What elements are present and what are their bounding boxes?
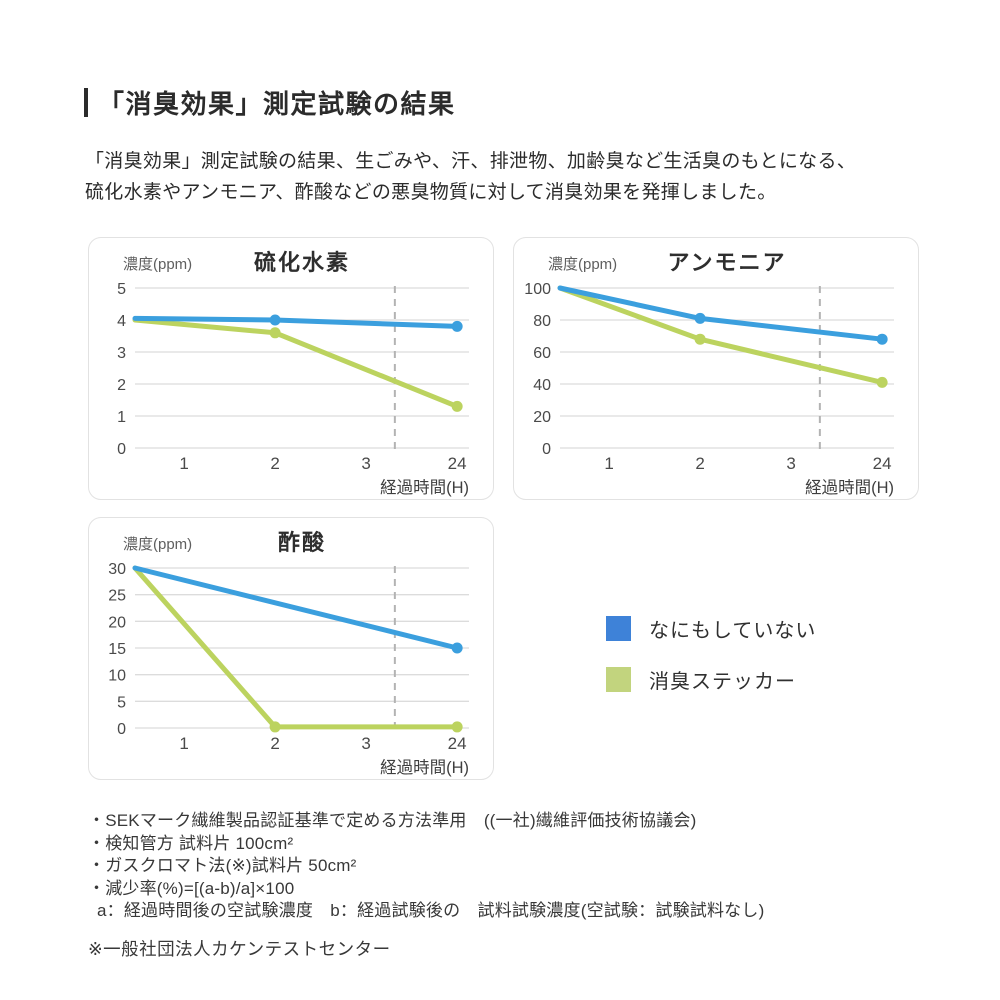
svg-text:15: 15 (108, 641, 126, 658)
description-line-1: 「消臭効果」測定試験の結果、生ごみや、汗、排泄物、加齢臭など生活臭のもとになる、 (85, 151, 857, 172)
chart-card-acetic-acid: 濃度(ppm) 酢酸 0 5 10 15 20 25 30 1 2 3 24 経過時間(H) (88, 517, 494, 780)
svg-text:1: 1 (117, 409, 126, 426)
description-line-2: 硫化水素やアンモニア、酢酸などの悪臭物質に対して消臭効果を発揮しました。 (85, 182, 777, 203)
legend-item-sticker: 消臭ステッカー (606, 665, 816, 694)
svg-text:60: 60 (533, 345, 551, 362)
svg-text:3: 3 (361, 734, 370, 753)
title-accent-bar (84, 88, 88, 117)
footnotes: ・SEKマーク繊維製品認証基準で定める方法準用 ((一社)繊維評価技術協議会) … (88, 810, 918, 923)
legend-label-sticker: 消臭ステッカー (649, 671, 796, 693)
svg-text:80: 80 (533, 313, 551, 330)
svg-text:3: 3 (117, 345, 126, 362)
footnote-line: ・ガスクロマト法(※)試料片 50cm² (88, 856, 357, 875)
legend-item-untreated: なにもしていない (606, 614, 816, 643)
page-title: 「消臭効果」測定試験の結果 (98, 89, 456, 119)
svg-text:25: 25 (108, 588, 126, 605)
svg-text:1: 1 (179, 734, 188, 753)
svg-text:5: 5 (117, 694, 126, 711)
footnote-line: ・減少率(%)=[(a-b)/a]×100 (88, 878, 295, 898)
svg-text:40: 40 (533, 377, 551, 394)
page-header: 「消臭効果」測定試験の結果 (84, 84, 456, 121)
description-text: 「消臭効果」測定試験の結果、生ごみや、汗、排泄物、加齢臭など生活臭のもとになる、… (85, 146, 965, 208)
hydrogen-sulfide-plot: 0 1 2 3 4 5 1 2 3 24 経過時間(H) (89, 278, 495, 503)
svg-text:4: 4 (117, 313, 126, 330)
svg-text:3: 3 (361, 454, 370, 473)
y-axis-unit-label: 濃度(ppm) (123, 536, 193, 553)
svg-text:経過時間(H): 経過時間(H) (380, 478, 469, 497)
chart-card-hydrogen-sulfide: 濃度(ppm) 硫化水素 0 1 2 3 4 5 1 2 3 24 経過時間(H) (88, 237, 494, 500)
svg-text:5: 5 (117, 281, 126, 298)
svg-text:100: 100 (524, 281, 551, 298)
svg-text:3: 3 (786, 454, 795, 473)
ammonia-plot: 0 20 40 60 80 100 1 2 3 24 経過時間(H) (514, 278, 920, 503)
y-axis-unit-label: 濃度(ppm) (123, 256, 193, 273)
svg-text:20: 20 (108, 614, 126, 631)
svg-text:0: 0 (542, 441, 551, 458)
svg-text:2: 2 (695, 454, 704, 473)
chart-legend: なにもしていない 消臭ステッカー (606, 614, 816, 716)
footnote-line: ・検知管方 試料片 100cm² (88, 833, 294, 853)
legend-swatch-blue (606, 616, 631, 641)
svg-text:1: 1 (604, 454, 613, 473)
chart-title-ammonia: アンモニア (667, 250, 787, 275)
svg-text:経過時間(H): 経過時間(H) (805, 478, 894, 497)
legend-label-untreated: なにもしていない (649, 620, 817, 642)
svg-text:2: 2 (270, 454, 279, 473)
footnote-line: a：経過時間後の空試験濃度 b：経過試験後の 試料試験濃度(空試験：試験試料なし… (97, 901, 765, 920)
svg-text:20: 20 (533, 409, 551, 426)
svg-text:10: 10 (108, 668, 126, 685)
svg-text:30: 30 (108, 561, 126, 578)
chart-card-ammonia: 濃度(ppm) アンモニア 0 20 40 60 80 100 1 2 3 24 経過時間(H) (513, 237, 919, 500)
svg-text:24: 24 (873, 454, 892, 473)
acetic-acid-plot: 0 5 10 15 20 25 30 1 2 3 24 経過時間(H) (89, 558, 495, 783)
y-axis-unit-label: 濃度(ppm) (548, 256, 618, 273)
svg-text:経過時間(H): 経過時間(H) (380, 758, 469, 777)
svg-text:2: 2 (117, 377, 126, 394)
svg-text:0: 0 (117, 721, 126, 738)
svg-text:24: 24 (448, 734, 467, 753)
chart-title-acetic-acid: 酢酸 (277, 530, 326, 555)
footnote-line: ・SEKマーク繊維製品認証基準で定める方法準用 ((一社)繊維評価技術協議会) (88, 811, 697, 830)
svg-text:1: 1 (179, 454, 188, 473)
legend-swatch-green (606, 667, 631, 692)
chart-title-hydrogen-sulfide: 硫化水素 (253, 250, 350, 275)
svg-text:0: 0 (117, 441, 126, 458)
svg-text:2: 2 (270, 734, 279, 753)
bottom-note: ※一般社団法人カケンテストセンター (88, 939, 391, 959)
svg-text:24: 24 (448, 454, 467, 473)
